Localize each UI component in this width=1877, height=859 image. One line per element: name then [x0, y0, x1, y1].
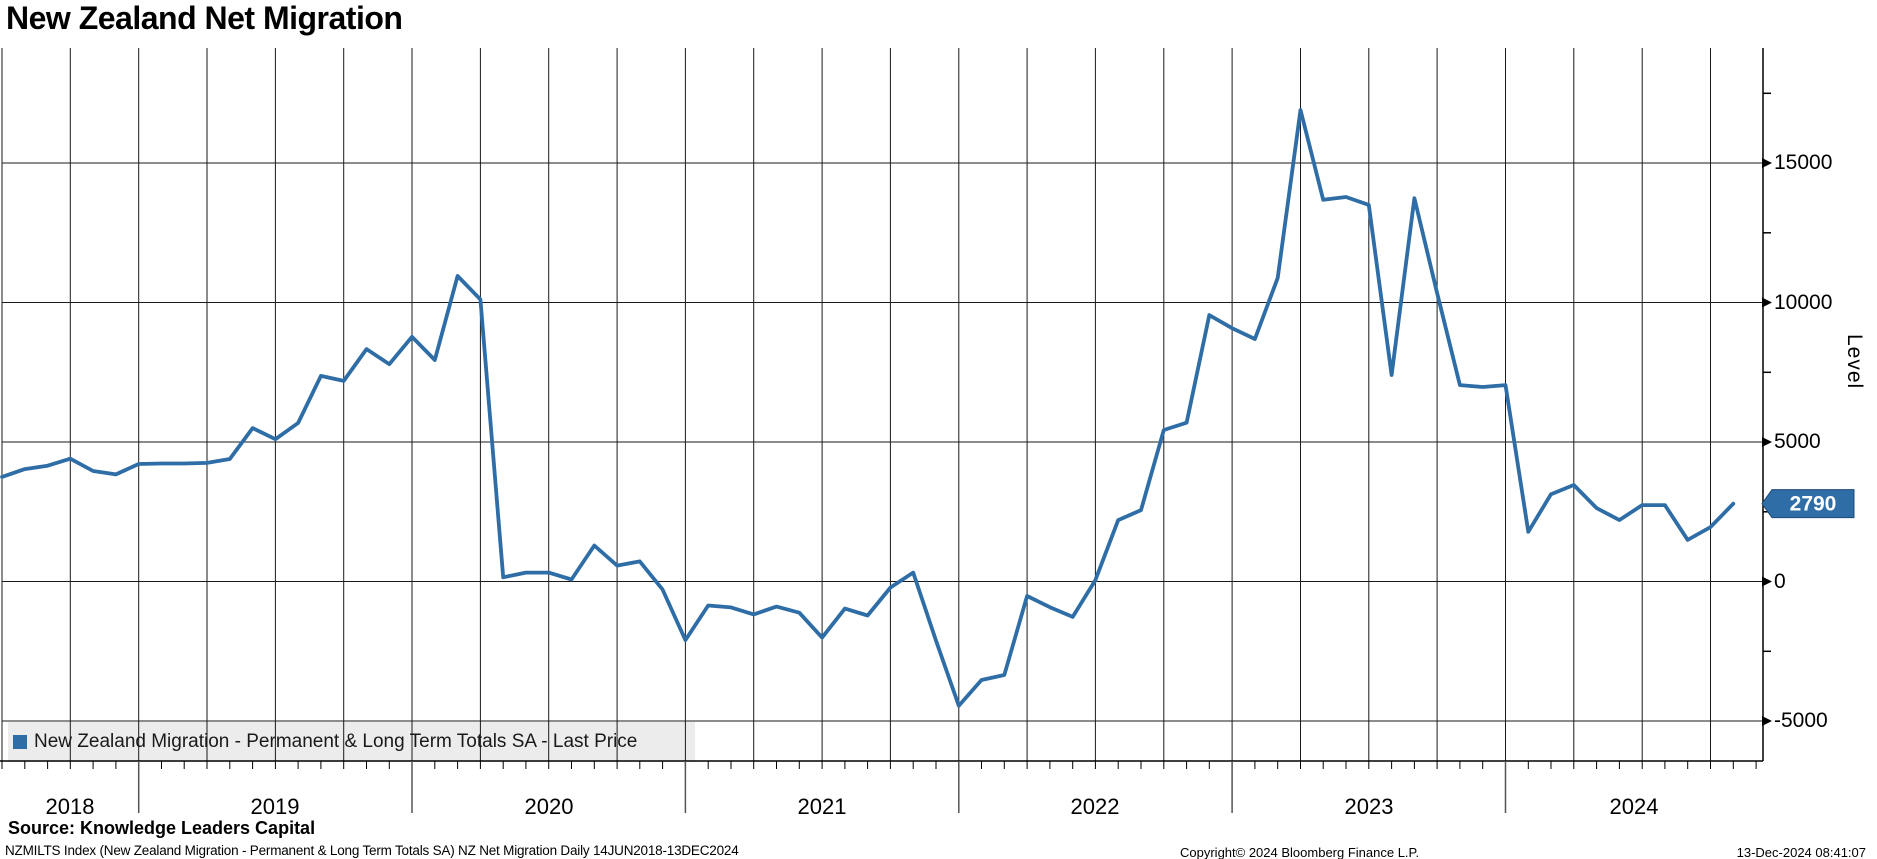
legend: New Zealand Migration - Permanent & Long…	[8, 722, 695, 762]
chart-title: New Zealand Net Migration	[6, 0, 403, 36]
last-price-badge	[1761, 489, 1855, 519]
y-tick-arrow-icon	[1762, 716, 1772, 726]
y-tick-arrow-icon	[1762, 576, 1772, 587]
y-tick-arrow-icon	[1762, 297, 1772, 308]
legend-marker-icon	[13, 735, 27, 749]
y-tick-arrow-icon	[1762, 158, 1772, 168]
last-price-badge-value: 2790	[1790, 493, 1837, 516]
legend-label: New Zealand Migration - Permanent & Long…	[34, 731, 638, 752]
y-tick-arrow-icon	[1762, 437, 1772, 447]
price-line	[0, 108, 1736, 708]
